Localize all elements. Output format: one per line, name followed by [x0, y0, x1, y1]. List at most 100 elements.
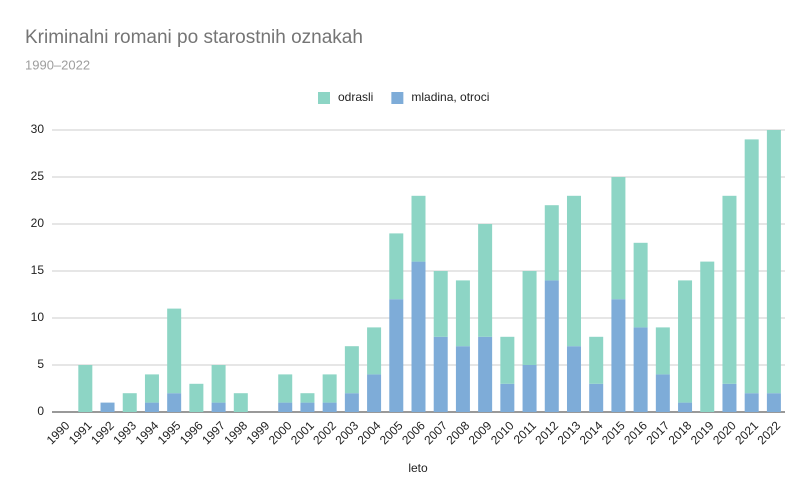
x-tick-label: 2017 [643, 418, 672, 447]
bar-segment [411, 261, 426, 412]
bar-segment [766, 130, 781, 394]
y-tick-label: 10 [31, 310, 45, 324]
bar-segment [211, 365, 226, 403]
x-tick-label: 2015 [599, 418, 628, 447]
bar-segment [144, 402, 159, 412]
bar-segment [367, 327, 382, 375]
legend-swatch [391, 92, 404, 104]
x-tick-label: 1993 [110, 418, 139, 447]
bar-segment [522, 365, 537, 412]
x-tick-label: 2020 [710, 418, 739, 447]
bar-segment [433, 336, 448, 412]
bar-segment [722, 195, 737, 384]
x-tick-label: 2007 [421, 418, 450, 447]
bar-segment [589, 383, 604, 412]
x-tick-label: 1992 [88, 418, 117, 447]
x-tick-label: 2006 [399, 418, 428, 447]
x-tick-label: 1990 [44, 418, 73, 447]
bar-segment [566, 346, 581, 412]
bar-segment [500, 336, 515, 384]
bar-segment [211, 402, 226, 412]
chart-subtitle: 1990–2022 [25, 57, 90, 72]
x-tick-label: 1997 [199, 418, 228, 447]
x-tick-label: 2008 [444, 418, 473, 447]
bar-segment [411, 195, 426, 262]
x-tick-label: 2011 [511, 418, 539, 446]
bar-segment [78, 365, 93, 412]
y-tick-label: 0 [37, 404, 44, 418]
bar-segment [322, 402, 337, 412]
x-tick-label: 2021 [732, 418, 761, 447]
bar-segment [478, 224, 493, 337]
x-tick-label: 2000 [266, 418, 295, 447]
x-tick-label: 2022 [754, 418, 783, 447]
bar-segment [611, 177, 626, 300]
bar-segment [478, 336, 493, 412]
x-tick-label: 1996 [177, 418, 206, 447]
x-axis-title: leto [408, 461, 428, 475]
x-tick-label: 2010 [488, 418, 517, 447]
y-tick-label: 15 [31, 263, 45, 277]
bar-segment [678, 402, 693, 412]
x-tick-label: 2019 [688, 418, 717, 447]
x-tick-label: 2009 [466, 418, 495, 447]
x-tick-label: 2013 [555, 418, 584, 447]
x-tick-label: 2003 [332, 418, 361, 447]
bar-segment [655, 327, 670, 375]
x-tick-label: 2001 [288, 418, 317, 447]
x-tick-label: 2004 [355, 418, 384, 447]
x-tick-label: 1991 [66, 418, 95, 447]
x-tick-label: 1995 [155, 418, 184, 447]
bar-segment [544, 205, 559, 281]
bar-segment [500, 383, 515, 412]
legend-label: mladina, otroci [411, 90, 489, 104]
bar-segment [722, 383, 737, 412]
bar-segment [633, 242, 648, 328]
bar-segment [344, 346, 359, 394]
x-tick-label: 1994 [133, 418, 162, 447]
y-tick-label: 20 [31, 216, 45, 230]
bar-segment [389, 299, 404, 412]
bar-segment [278, 402, 293, 412]
bar-segment [700, 261, 715, 412]
bar-segment [167, 393, 182, 412]
x-tick-label: 2005 [377, 418, 406, 447]
bar-segment [455, 346, 470, 412]
x-tick-label: 2016 [621, 418, 650, 447]
bar-segment [544, 280, 559, 412]
chart-title: Kriminalni romani po starostnih oznakah [25, 27, 363, 48]
x-tick-label: 2014 [577, 418, 606, 447]
bar-segment [367, 374, 382, 412]
bar-segment [389, 233, 404, 300]
x-tick-label: 2002 [310, 418, 339, 447]
bar-segment [678, 280, 693, 403]
bar-segment [122, 393, 137, 412]
bar-segment [633, 327, 648, 412]
bar-segment [344, 393, 359, 412]
bar-segment [455, 280, 470, 347]
legend-swatch [318, 92, 330, 104]
bar-segment [655, 374, 670, 412]
x-tick-label: 2012 [532, 418, 561, 447]
bar-segment [233, 393, 248, 412]
bar-segment [566, 195, 581, 347]
bar-segment [744, 393, 759, 412]
y-tick-label: 5 [37, 357, 44, 371]
bar-segment [144, 374, 159, 403]
bar-segment [766, 393, 781, 412]
x-tick-label: 1999 [244, 418, 273, 447]
bar-segment [744, 139, 759, 394]
x-tick-label: 1998 [221, 418, 250, 447]
bar-segment [300, 393, 315, 403]
bar-segment [300, 402, 315, 412]
bar-segment [278, 374, 293, 403]
y-tick-label: 25 [31, 169, 45, 183]
bar-segment [167, 308, 182, 394]
legend-label: odrasli [338, 90, 373, 104]
bar-segment [522, 271, 537, 365]
bar-segment [589, 336, 604, 384]
bar-segment [322, 374, 337, 403]
bar-segment [611, 299, 626, 412]
y-tick-label: 30 [31, 122, 45, 136]
